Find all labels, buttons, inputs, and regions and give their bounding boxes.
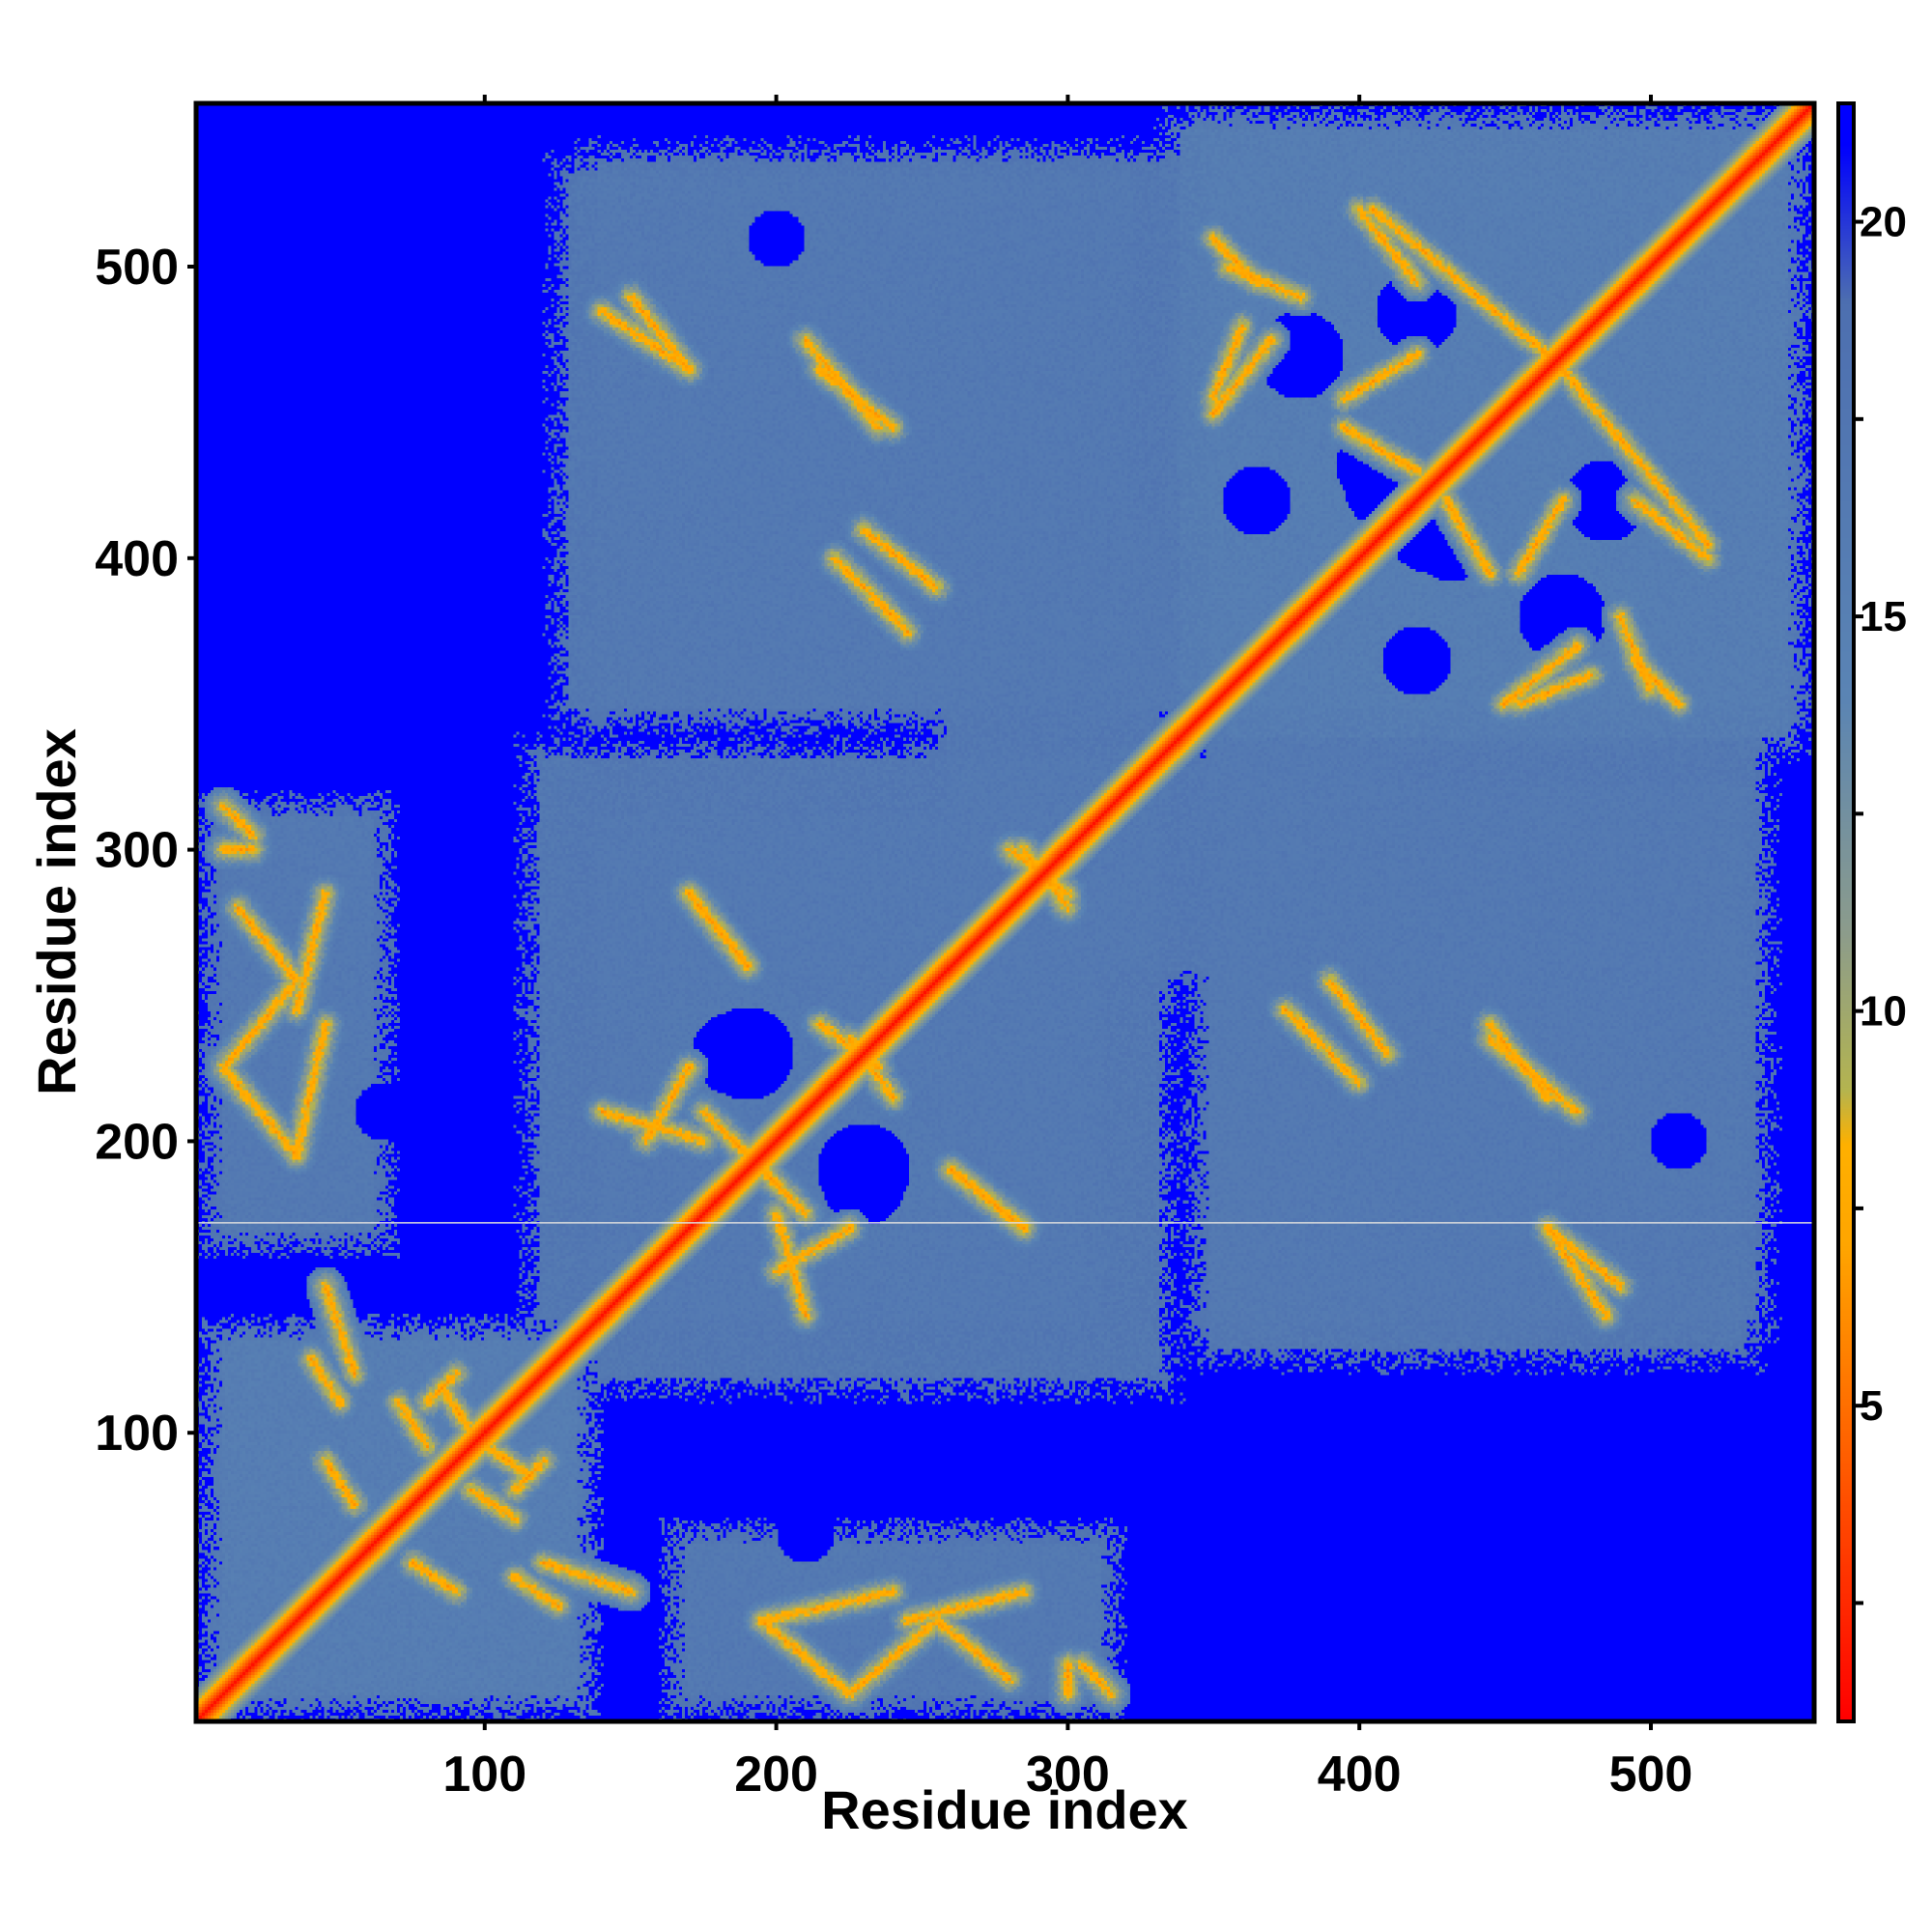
x-tick-label: 100 [442, 1747, 526, 1803]
y-tick-label: 300 [95, 823, 179, 879]
x-axis: 100 200 300 400 500 [442, 95, 1692, 1803]
colorbar-tick-label: 20 [1860, 199, 1907, 246]
y-tick-label: 500 [95, 240, 179, 296]
y-tick-label: 400 [95, 531, 179, 587]
y-axis: 100 200 300 400 500 [95, 240, 196, 1462]
plot-frame [193, 100, 1817, 1724]
colorbar-tick-label: 5 [1860, 1382, 1883, 1430]
colorbar-tick-label: 10 [1860, 988, 1907, 1036]
y-tick-label: 100 [95, 1406, 179, 1462]
colorbar-tick-label: 15 [1860, 593, 1907, 640]
colorbar-frame [1836, 101, 1856, 1723]
x-tick-label: 300 [1026, 1747, 1110, 1803]
colorbar [1838, 103, 1854, 1721]
y-axis-label: Residue index [26, 728, 87, 1095]
contact-map-heatmap [196, 103, 1814, 1721]
y-tick-label: 200 [95, 1114, 179, 1170]
x-tick-label: 400 [1318, 1747, 1402, 1803]
colorbar-axis: 5 10 15 20 [1854, 199, 1907, 1605]
x-tick-label: 500 [1609, 1747, 1693, 1803]
x-tick-label: 200 [734, 1747, 818, 1803]
x-axis-label: Residue index [821, 1779, 1188, 1840]
